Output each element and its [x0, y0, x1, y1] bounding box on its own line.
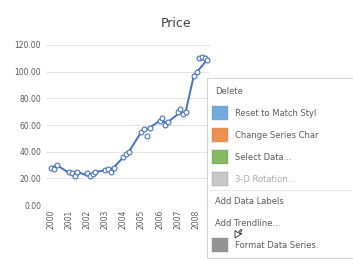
Point — [196, 56, 202, 60]
Point — [123, 152, 129, 156]
Text: Add Data Labels: Add Data Labels — [215, 196, 284, 205]
Point — [48, 166, 54, 170]
Point — [69, 171, 75, 175]
Point — [204, 58, 210, 62]
Point — [175, 110, 180, 114]
Point — [105, 167, 111, 171]
Point — [66, 170, 72, 174]
Text: Change Series Char: Change Series Char — [235, 130, 318, 139]
Point — [108, 170, 114, 174]
Point — [183, 110, 189, 114]
Text: 3-D Rotation...: 3-D Rotation... — [235, 174, 295, 184]
Point — [126, 150, 132, 154]
Text: Reset to Match Styl: Reset to Match Styl — [235, 109, 316, 118]
Point — [147, 126, 152, 130]
Point — [74, 170, 80, 174]
Point — [160, 116, 165, 120]
Point — [51, 167, 57, 171]
Point — [165, 120, 170, 124]
Point — [121, 155, 126, 159]
Point — [191, 74, 197, 78]
Point — [180, 112, 186, 117]
Point — [87, 174, 93, 178]
Point — [111, 166, 116, 170]
Point — [85, 171, 90, 175]
Point — [144, 134, 150, 138]
Point — [162, 123, 168, 127]
Point — [194, 69, 199, 74]
Point — [103, 168, 108, 173]
Point — [178, 107, 183, 111]
Text: Price: Price — [161, 17, 192, 30]
Point — [72, 174, 78, 178]
Point — [139, 130, 144, 134]
Point — [199, 55, 205, 59]
Point — [157, 119, 162, 123]
Point — [93, 170, 98, 174]
Text: Format Data Series.: Format Data Series. — [235, 240, 318, 250]
Point — [141, 127, 147, 131]
Point — [54, 163, 60, 167]
Point — [202, 56, 208, 60]
Text: Select Data...: Select Data... — [235, 153, 292, 161]
Text: Delete: Delete — [215, 87, 243, 95]
Point — [90, 172, 96, 176]
Text: Add Trendline...: Add Trendline... — [215, 219, 280, 227]
